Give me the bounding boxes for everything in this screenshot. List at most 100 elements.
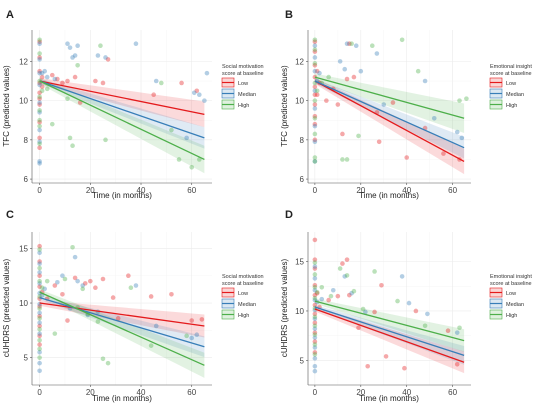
data-point-high	[395, 298, 400, 304]
data-point-high	[312, 37, 318, 43]
data-point-low	[37, 68, 42, 74]
data-point-high	[37, 326, 42, 332]
data-point-high	[457, 325, 462, 331]
data-point-high	[37, 37, 42, 43]
y-tick-label: 5	[24, 354, 29, 363]
legend-title-line-1: Emotional insight	[490, 64, 532, 70]
data-point-low	[312, 92, 318, 98]
data-point-median	[337, 59, 343, 64]
data-point-median	[37, 127, 42, 133]
y-tick-label: 6	[300, 175, 305, 184]
data-point-median	[202, 98, 207, 103]
data-point-low	[454, 361, 460, 367]
y-tick-label: 6	[24, 175, 29, 184]
data-point-low	[312, 63, 318, 68]
trend-line-low	[39, 302, 205, 327]
data-point-low	[312, 266, 318, 271]
y-tick-label: 10	[19, 97, 28, 106]
data-point-high	[369, 43, 375, 48]
data-point-low	[312, 283, 318, 288]
x-tick-label: 40	[402, 186, 411, 195]
data-point-low	[312, 114, 318, 119]
trend-line-high	[314, 300, 465, 342]
legend-label-low: Low	[506, 291, 516, 297]
data-point-median	[65, 41, 70, 47]
data-point-median	[37, 82, 42, 88]
x-tick-label: 40	[137, 186, 146, 195]
x-axis-title: Time (in months)	[359, 394, 419, 403]
data-point-median	[189, 335, 195, 341]
data-point-high	[100, 356, 106, 362]
data-point-low	[126, 273, 131, 279]
panel-letter: A	[6, 9, 14, 21]
data-point-low	[37, 333, 42, 339]
data-point-high	[312, 159, 318, 164]
data-point-low	[72, 74, 78, 80]
y-axis-title: cUHDRS (predicted values)	[280, 259, 289, 358]
data-point-low	[314, 290, 320, 296]
data-point-low	[49, 72, 55, 78]
data-point-high	[158, 80, 164, 86]
data-point-low	[37, 145, 42, 150]
data-point-high	[67, 135, 73, 141]
data-point-high	[37, 108, 42, 113]
data-point-median	[399, 274, 405, 279]
data-point-low	[37, 96, 42, 101]
x-tick-label: 40	[402, 388, 411, 397]
data-point-median	[317, 70, 322, 76]
panel-letter: C	[6, 209, 14, 221]
data-point-low	[37, 259, 42, 264]
data-point-high	[39, 88, 45, 94]
data-point-high	[312, 272, 318, 277]
trend-line-high	[39, 80, 205, 161]
data-point-high	[328, 293, 334, 299]
data-point-median	[312, 316, 318, 322]
data-point-high	[312, 98, 318, 103]
data-point-median	[312, 368, 318, 374]
data-point-low	[312, 292, 318, 298]
data-point-median	[454, 330, 460, 335]
data-point-median	[37, 41, 42, 47]
data-point-median	[37, 100, 42, 105]
confidence-band-high	[39, 289, 205, 378]
x-tick-label: 0	[37, 186, 42, 195]
data-point-low	[115, 316, 121, 321]
data-point-low	[347, 292, 352, 298]
data-point-low	[37, 273, 42, 279]
trend-line-low	[314, 308, 465, 363]
data-point-median	[312, 345, 318, 350]
data-point-high	[128, 285, 134, 291]
data-point-median	[153, 323, 159, 329]
data-point-low	[383, 354, 389, 359]
data-point-low	[72, 275, 78, 281]
data-point-median	[349, 290, 354, 296]
data-point-median	[133, 283, 139, 288]
data-point-low	[148, 294, 154, 299]
data-point-median	[374, 51, 380, 56]
legend-label-low: Low	[238, 81, 248, 87]
legend-title-line-2: score at baseline	[490, 71, 532, 77]
data-point-low	[88, 278, 93, 284]
data-point-median	[80, 283, 86, 288]
data-point-high	[95, 319, 101, 324]
data-point-median	[72, 53, 78, 58]
data-point-high	[98, 43, 103, 48]
data-point-high	[62, 276, 68, 282]
data-point-low	[37, 135, 42, 141]
data-point-high	[103, 137, 108, 143]
data-point-high	[312, 47, 318, 52]
data-point-high	[344, 273, 350, 278]
data-point-median	[37, 349, 42, 355]
data-point-low	[52, 283, 58, 288]
data-point-high	[457, 98, 462, 103]
x-tick-label: 0	[37, 388, 42, 397]
data-point-low	[37, 323, 42, 329]
data-point-high	[49, 121, 55, 127]
y-tick-label: 8	[300, 136, 305, 145]
confidence-band-high	[314, 73, 465, 133]
data-point-high	[312, 115, 318, 121]
data-point-median	[37, 331, 42, 336]
data-point-median	[52, 76, 58, 82]
x-axis-title: Time (in months)	[92, 394, 152, 403]
plot-area: 0 20 40 60 6 8 10 12	[295, 30, 471, 195]
